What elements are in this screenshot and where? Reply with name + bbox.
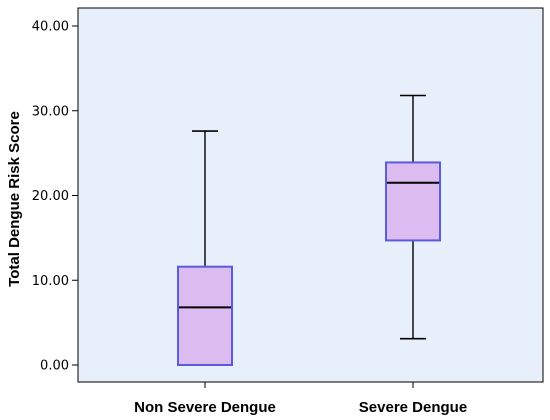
boxes [177,94,441,366]
x-tick-label: Non Severe Dengue [134,399,276,416]
y-axis: 0.00 10.00 20.00 30.00 40.00 [32,20,78,374]
y-tick-label: 10.00 [32,274,69,289]
y-tick-label: 30.00 [32,104,69,119]
box [385,161,441,242]
x-axis: Non Severe Dengue Severe Dengue [134,382,467,416]
box-group [385,94,441,340]
box-group [177,130,233,366]
y-tick-label: 0.00 [40,359,69,374]
y-tick-label: 20.00 [32,189,69,204]
plot-area [77,7,544,383]
x-tick-label: Severe Dengue [359,399,467,416]
box [177,265,233,366]
y-tick-label: 40.00 [32,20,69,35]
y-axis-title: Total Dengue Risk Score [6,111,23,287]
